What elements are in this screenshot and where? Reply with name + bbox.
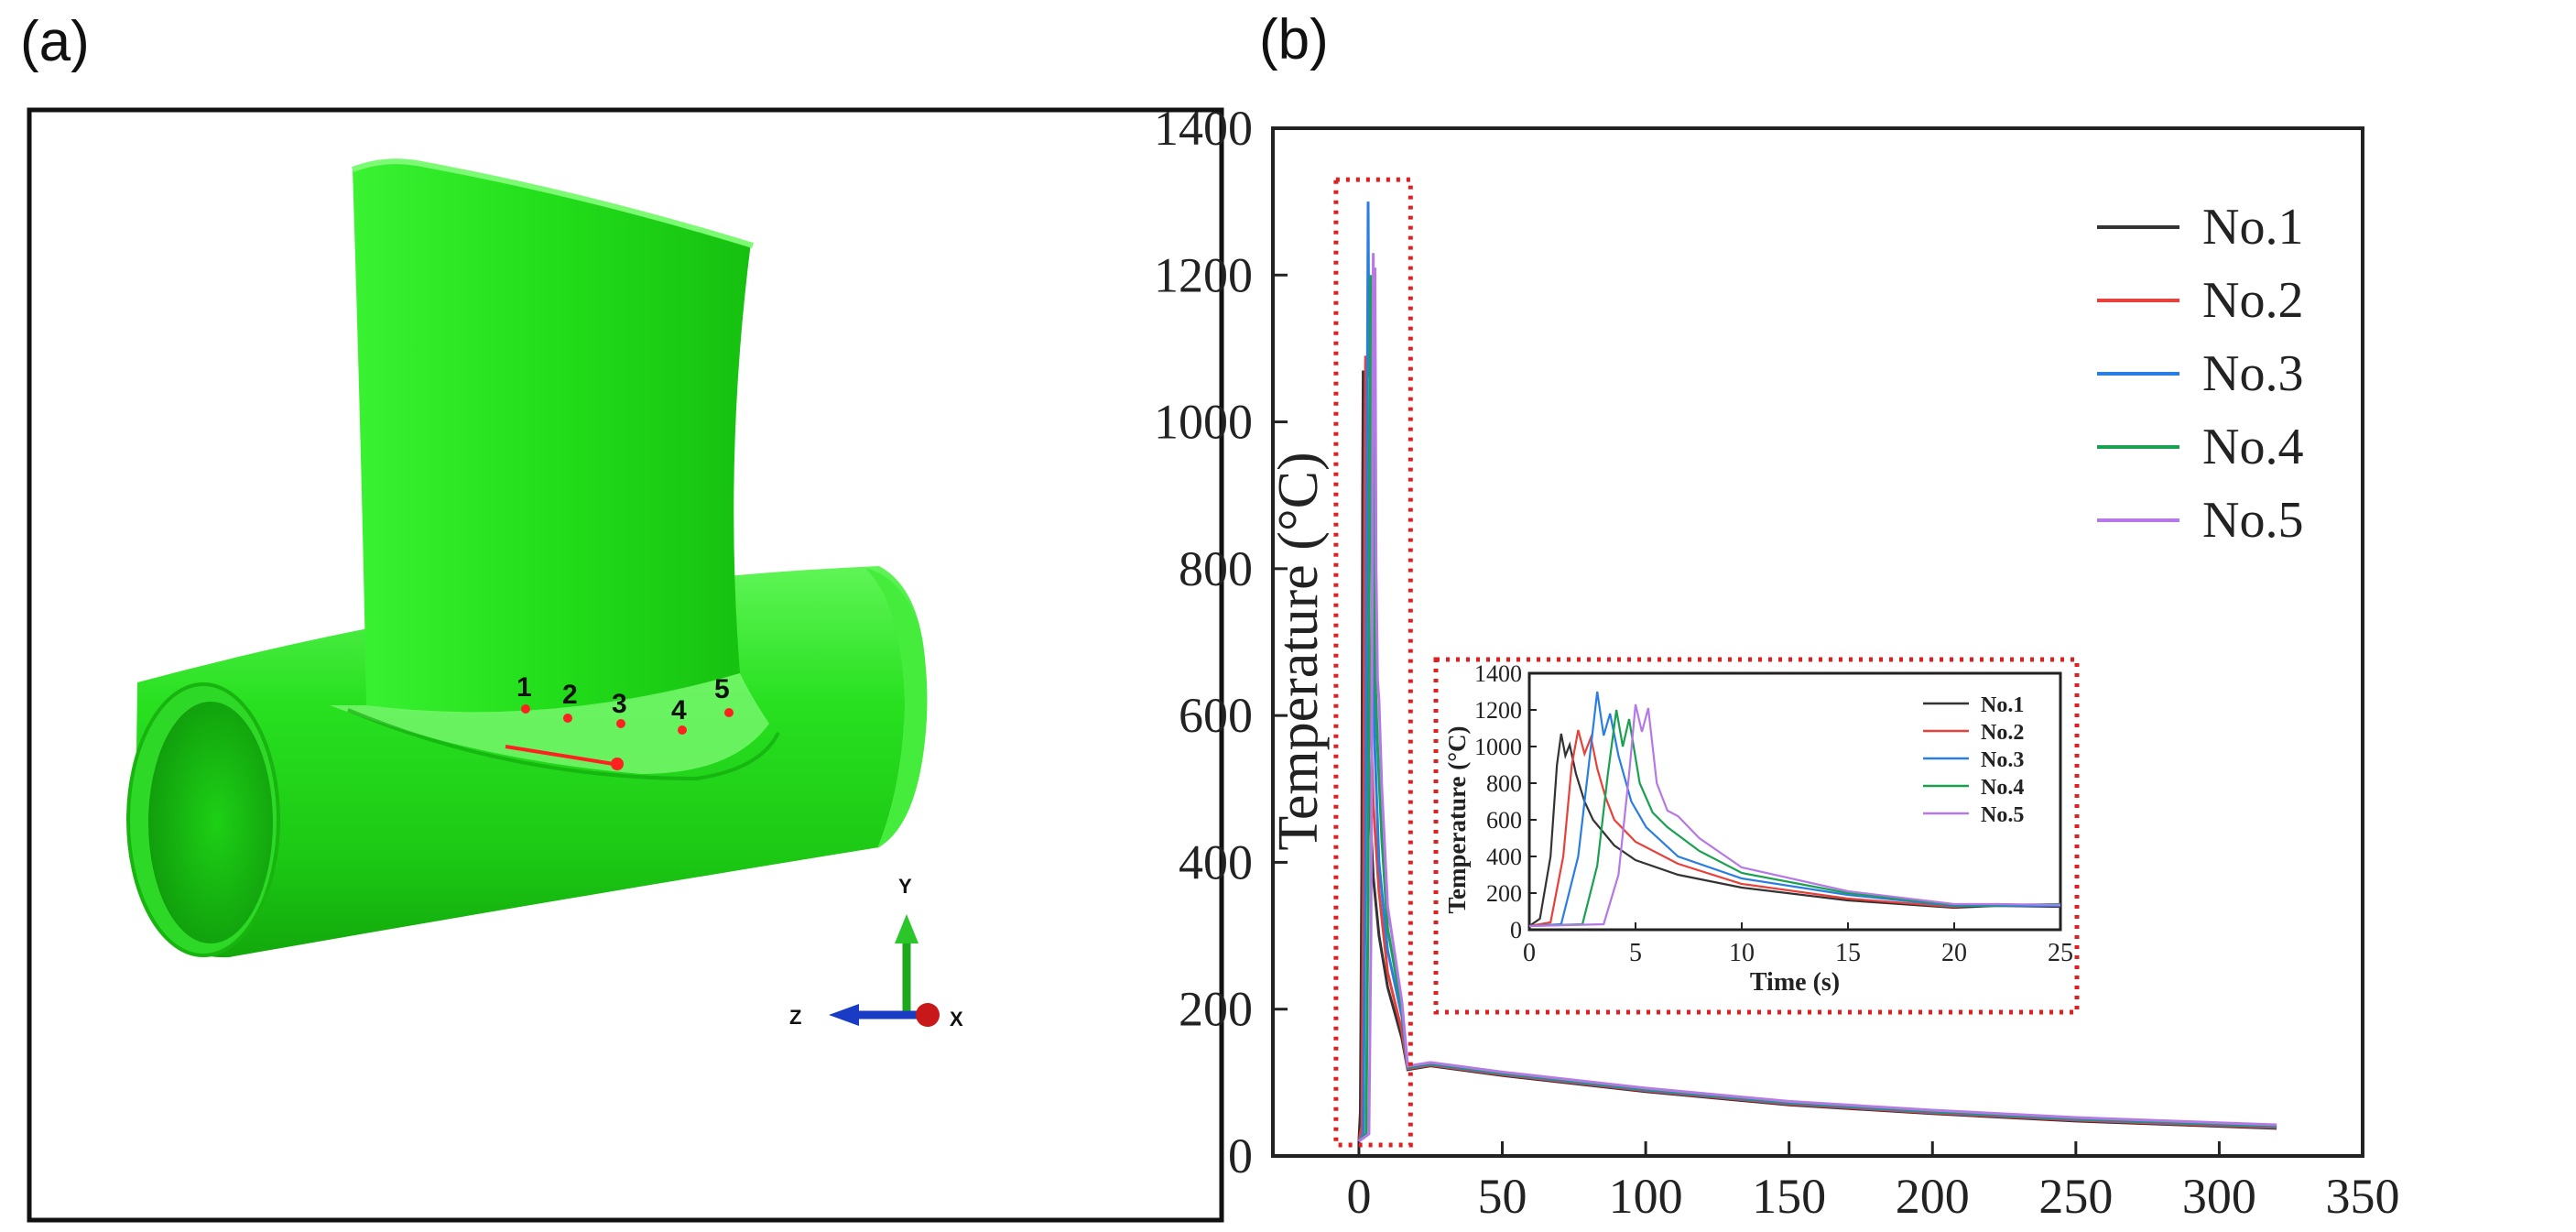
inset-y-tick-label: 0 — [1510, 917, 1522, 943]
y-tick-label: 400 — [1179, 834, 1253, 889]
inset-y-tick-label: 1400 — [1474, 660, 1522, 687]
y-tick-label: 600 — [1179, 688, 1253, 743]
main-chart: 0 50 100 150 200 250 300 3500200400600800100012… — [1154, 101, 2400, 1232]
inset-x-tick-label: 0 — [1523, 939, 1536, 967]
inset-x-tick-label: 10 — [1729, 939, 1755, 967]
x-axis-dot — [916, 1003, 940, 1027]
inset-y-tick-label: 600 — [1486, 807, 1522, 834]
point-marker-3 — [616, 719, 625, 728]
x-tick-label: 250 — [2038, 1169, 2113, 1224]
weld-fillet — [330, 673, 769, 774]
panel-b-label: (b) — [1259, 8, 1329, 71]
y-axis-label: Temperature (°C) — [1267, 452, 1330, 850]
y-tick-label: 1200 — [1154, 247, 1253, 302]
inset-chart: 0 5 10 15 20 25 0 200 400 600 800 1000 1200 1400 Time … — [1433, 657, 2080, 1015]
inset-y-tick-label: 800 — [1486, 770, 1522, 797]
inset-series-line-No.4 — [1528, 709, 2061, 928]
point-label-5: 5 — [714, 674, 730, 704]
point-marker-5 — [724, 708, 734, 717]
branch-pipe — [353, 162, 751, 714]
weld-direction-line — [505, 745, 614, 766]
z-axis-arrow — [829, 1004, 859, 1026]
legend-label: No.1 — [2202, 199, 2303, 256]
pipe-model: 1 2 3 4 5 — [126, 158, 928, 958]
panel-a-label: (a) — [20, 10, 90, 73]
axis-label-z: Z — [789, 1006, 801, 1029]
inset-x-tick-label: 15 — [1835, 939, 1861, 967]
point-marker-4 — [678, 725, 687, 735]
point-label-1: 1 — [516, 672, 532, 703]
x-tick-label: 50 — [1478, 1169, 1527, 1224]
inset-legend-label: No.5 — [1981, 803, 2024, 827]
inset-legend-label: No.1 — [1981, 693, 2024, 717]
main-plot-frame — [1271, 126, 2364, 1158]
x-tick-label: 350 — [2326, 1169, 2400, 1224]
y-tick-label: 800 — [1179, 541, 1253, 596]
x-tick-label: 300 — [2182, 1169, 2256, 1224]
legend-label: No.2 — [2202, 272, 2303, 329]
measurement-points — [521, 704, 734, 735]
axis-label-y: Y — [898, 875, 912, 898]
inset-x-tick-label: 20 — [1941, 939, 1967, 967]
y-tick-label: 1400 — [1154, 101, 1253, 156]
legend-label: No.3 — [2202, 345, 2303, 402]
legend-label: No.5 — [2202, 492, 2303, 549]
y-axis-arrow — [895, 914, 918, 943]
inset-y-tick-label: 200 — [1486, 880, 1522, 907]
weld-direction-head — [611, 758, 624, 770]
legend-label: No.4 — [2202, 419, 2303, 475]
axis-label-x: X — [950, 1008, 963, 1030]
point-label-4: 4 — [671, 695, 687, 725]
inset-x-axis-label: Time (s) — [1750, 968, 1840, 997]
inset-y-tick-label: 400 — [1486, 844, 1522, 870]
inset-legend-label: No.3 — [1981, 748, 2024, 772]
inset-y-tick-label: 1000 — [1474, 734, 1522, 760]
inset-legend-label: No.4 — [1981, 776, 2024, 800]
inset-legend-label: No.2 — [1981, 721, 2024, 745]
point-label-3: 3 — [612, 689, 627, 719]
x-tick-label: 200 — [1896, 1169, 1970, 1224]
inset-plot-frame — [1527, 671, 2062, 932]
inset-series-line-No.3 — [1528, 691, 2060, 928]
branch-top-edge — [351, 158, 754, 248]
inset-y-axis-label: Temperature (°C) — [1443, 725, 1471, 913]
inset-x-tick-label: 25 — [2048, 939, 2073, 967]
x-tick-label: 100 — [1609, 1169, 1683, 1224]
pipe-left-bore — [148, 702, 273, 943]
inset-highlight-box — [1433, 657, 2080, 1015]
inset-y-tick-label: 1200 — [1474, 697, 1522, 724]
series-line-No.5 — [1358, 253, 2277, 1143]
zoom-highlight-box — [1333, 177, 1413, 1148]
x-tick-label: 0 — [1346, 1169, 1371, 1224]
pipe-right-end — [865, 568, 928, 848]
y-tick-label: 0 — [1228, 1128, 1253, 1183]
inset-x-tick-label: 5 — [1629, 939, 1642, 967]
y-tick-label: 1000 — [1154, 395, 1253, 450]
weld-seam — [347, 708, 780, 781]
inset-series-line-No.5 — [1528, 703, 2061, 928]
point-label-2: 2 — [562, 680, 578, 710]
axis-triad: Y Z X — [789, 875, 963, 1030]
point-marker-1 — [521, 704, 530, 714]
y-tick-label: 200 — [1179, 982, 1253, 1037]
x-axis-label: Time (s) — [1722, 1228, 1914, 1232]
x-tick-label: 150 — [1752, 1169, 1826, 1224]
point-marker-2 — [563, 714, 572, 723]
inset-series-line-No.1 — [1528, 733, 2061, 927]
